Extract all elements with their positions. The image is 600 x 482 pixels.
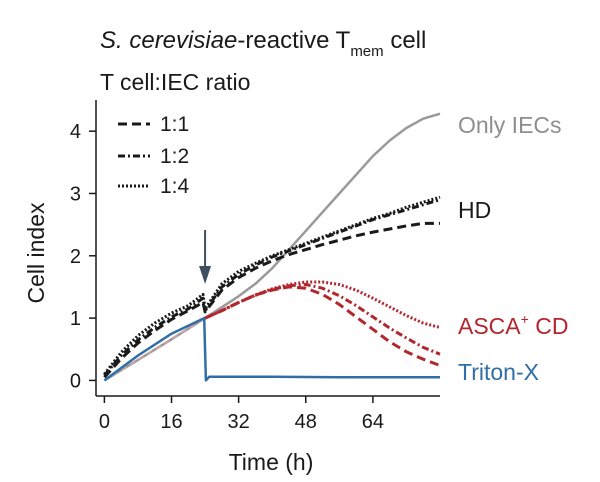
chart-title-italic: S. cerevisiae <box>100 27 237 54</box>
series-line-asca_cd-dashdot <box>204 283 441 356</box>
label-asca-cd-tail: CD <box>529 313 569 339</box>
legend-title: T cell:IEC ratio <box>100 69 250 95</box>
label-triton-x: Triton-X <box>458 359 539 385</box>
arrow-head-icon <box>199 266 212 284</box>
y-axis-label: Cell index <box>23 202 49 303</box>
label-asca-cd: ASCA+ CD <box>458 311 568 339</box>
legend: 1:1 1:2 1:4 <box>118 113 190 198</box>
series-line-asca_cd-dot <box>204 280 441 329</box>
label-asca-cd-main: ASCA <box>458 313 521 339</box>
series-line-hd-dashdot <box>103 198 441 377</box>
y-tick-label: 4 <box>70 121 81 143</box>
chart-title-subscript: mem <box>350 43 383 60</box>
y-tick-label: 3 <box>70 183 81 205</box>
y-tick-label: 0 <box>70 370 81 392</box>
legend-label-1-2: 1:2 <box>160 145 189 168</box>
series-line-only_iecs-solid <box>103 112 441 382</box>
series-line-hd-dash <box>103 221 440 379</box>
series-line-asca_cd-dash <box>204 285 441 367</box>
series-line-triton-solid <box>103 316 440 382</box>
x-tick-label: 64 <box>362 411 384 433</box>
axes: 0 16 32 48 64 0 1 2 3 4 <box>70 100 440 433</box>
x-tick-label: 0 <box>99 411 110 433</box>
series-layer <box>103 112 441 382</box>
series-line-reference_dashed-dashed <box>103 289 273 382</box>
legend-label-1-1: 1:1 <box>160 113 189 136</box>
chart-title-tail: cell <box>384 27 427 54</box>
label-asca-cd-sup: + <box>521 311 529 327</box>
chart-title-plain: -reactive T <box>237 27 350 54</box>
x-tick-label: 48 <box>295 411 317 433</box>
y-tick-label: 2 <box>70 246 81 268</box>
label-hd: HD <box>458 197 491 223</box>
legend-label-1-4: 1:4 <box>160 175 190 198</box>
x-tick-label: 32 <box>228 411 250 433</box>
series-line-hd-dot <box>103 195 441 376</box>
chart-title: S. cerevisiae-reactive Tmem cell <box>100 27 426 60</box>
x-axis-label: Time (h) <box>229 449 314 475</box>
y-tick-label: 1 <box>70 308 81 330</box>
annotation-arrow <box>199 230 212 284</box>
label-only-iecs: Only IECs <box>458 112 562 138</box>
x-tick-label: 16 <box>160 411 182 433</box>
